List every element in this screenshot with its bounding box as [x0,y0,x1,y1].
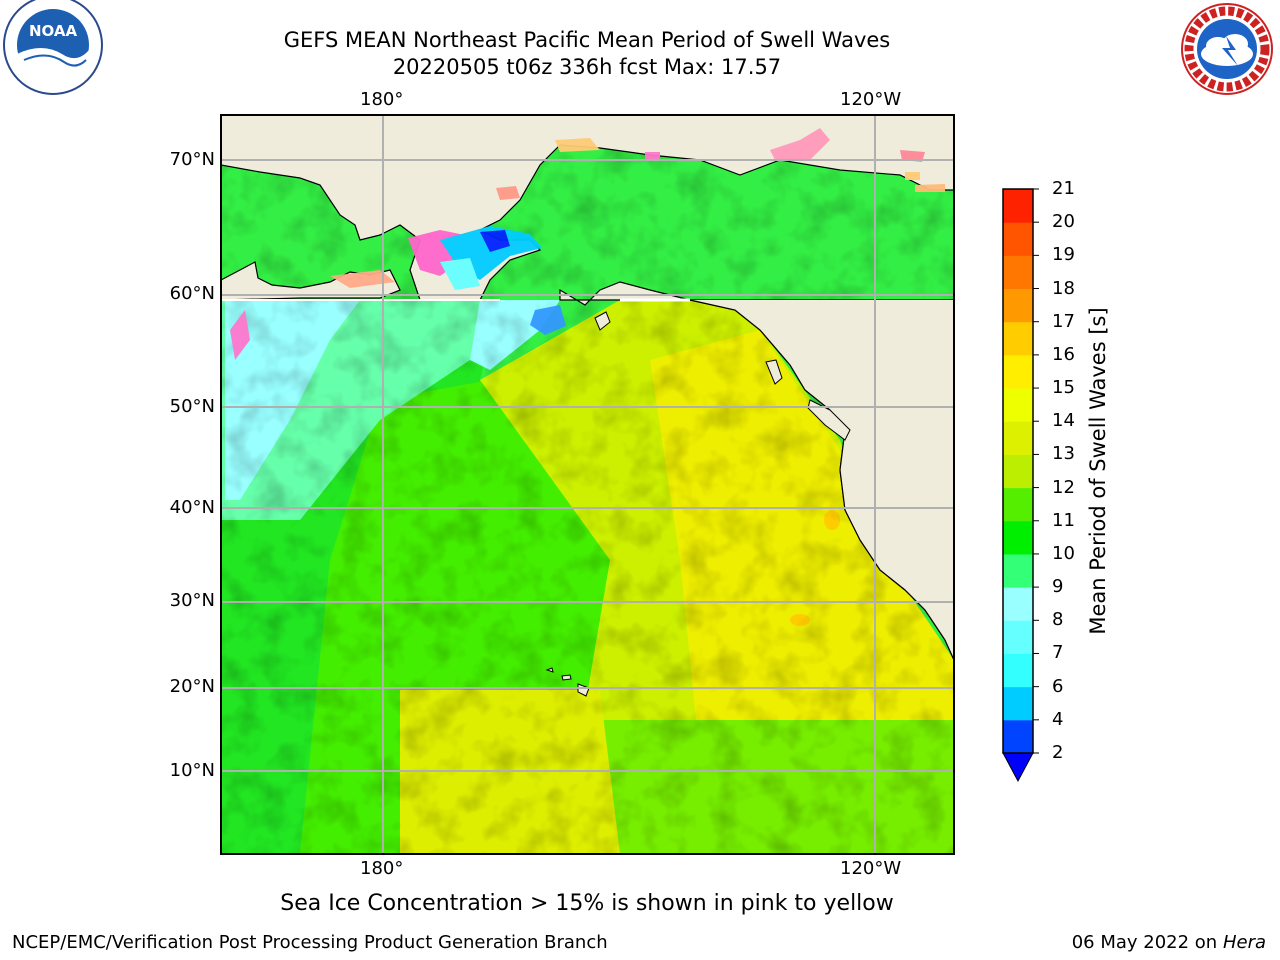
colorbar-frame [1002,188,1034,754]
colorbar-tick-label: 2 [1052,742,1064,763]
colorbar-segment [1003,189,1033,223]
colorbar-segment [1003,620,1033,654]
footer-host: Hera [1222,932,1266,953]
lat-label-10n: 10°N [169,760,215,781]
colorbar-segment [1003,553,1033,588]
colorbar-segment [1003,686,1033,721]
lat-label-70n: 70°N [169,149,215,170]
colorbar-segment [1003,487,1033,522]
land-canada-mainland [690,300,954,660]
lat-label-40n: 40°N [169,497,215,518]
chart-subtitle: 20220505 t06z 336h fcst Max: 17.57 [392,55,782,79]
map-caption: Sea Ice Concentration > 15% is shown in … [280,891,894,916]
map-frame [220,114,955,855]
colorbar [1002,188,1039,783]
colorbar-segment [1003,421,1033,455]
colorbar-tick-label: 19 [1052,244,1075,266]
footer-date: 06 May 2022 on Hera [1072,932,1266,953]
colorbar-under-arrow [1002,752,1034,783]
colorbar-title: Mean Period of Swell Waves [s] [1086,307,1110,635]
lat-label-60n: 60°N [169,283,215,304]
footer-date-text: 06 May 2022 on [1071,932,1218,953]
colorbar-tick-label: 16 [1052,343,1075,365]
colorbar-tick-label: 7 [1052,642,1064,664]
haida-gwaii [765,359,783,385]
nws-logo [1180,2,1274,96]
colorbar-segment [1003,388,1033,422]
colorbar-tick-label: 21 [1052,178,1075,199]
lon-label-bottom-180: 180° [360,858,404,879]
colorbar-segment [1003,719,1033,754]
colorbar-tick-label: 18 [1052,277,1075,299]
sea-ice [230,128,945,360]
noaa-logo: NOAA [2,0,104,96]
colorbar-segment [1003,321,1033,356]
colorbar-segment [1003,354,1033,389]
colorbar-segment [1003,653,1033,688]
colorbar-tick-label: 17 [1052,310,1075,332]
colorbar-segment [1003,222,1033,256]
kodiak-island [594,311,611,331]
colorbar-tick-label: 4 [1052,708,1064,730]
footer-credit: NCEP/EMC/Verification Post Processing Pr… [12,932,608,953]
lat-label-30n: 30°N [169,590,215,611]
chart-title: GEFS MEAN Northeast Pacific Mean Period … [283,28,891,52]
colorbar-tick-label: 13 [1052,443,1075,465]
colorbar-segment [1003,288,1033,323]
svg-text:NOAA: NOAA [29,22,78,40]
colorbar-segment [1003,520,1033,555]
colorbar-segment [1003,454,1033,489]
colorbar-segment [1003,255,1033,290]
lon-label-top-180: 180° [360,89,404,110]
lon-label-top-120w: 120°W [840,89,902,110]
colorbar-tick-label: 20 [1052,211,1075,233]
colorbar-tick-label: 8 [1052,609,1064,631]
colorbar-tick-label: 14 [1052,410,1075,432]
colorbar-tick-label: 10 [1052,542,1075,564]
colorbar-tick-label: 6 [1052,675,1064,697]
lon-label-bottom-120w: 120°W [840,858,902,879]
land-chukotka [221,261,401,301]
colorbar-tick-label: 9 [1052,576,1064,598]
graticule [221,115,954,854]
colorbar-segment [1003,587,1033,621]
lat-label-50n: 50°N [169,396,215,417]
colorbar-tick-label: 11 [1052,509,1075,531]
lat-label-20n: 20°N [169,676,215,697]
colorbar-tick-label: 12 [1052,476,1075,498]
colorbar-tick-label: 15 [1052,377,1075,399]
